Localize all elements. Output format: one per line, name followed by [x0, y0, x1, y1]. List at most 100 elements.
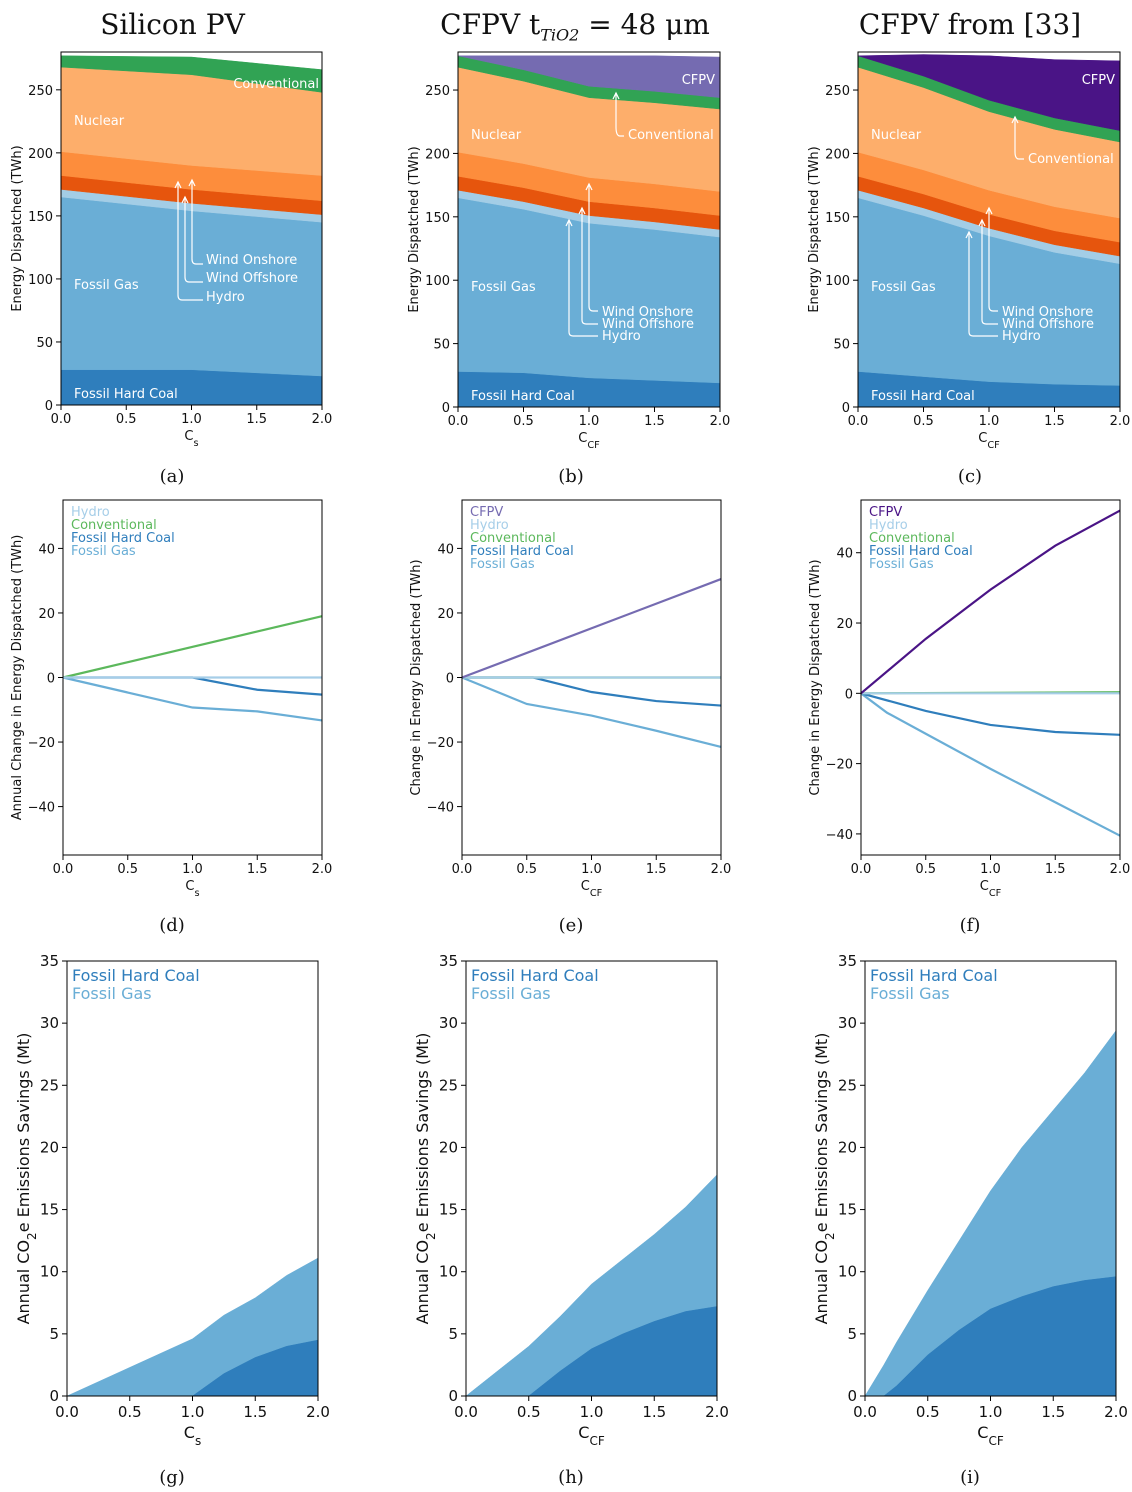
x-tick-label: 0.5 [913, 414, 934, 429]
caption-d: (d) [159, 915, 185, 936]
label-wind-onshore: Wind Onshore [206, 253, 297, 268]
label-fossil-gas: Fossil Gas [871, 280, 936, 295]
x-tick-label: 2.0 [312, 862, 333, 877]
x-tick-label: 2.0 [710, 414, 731, 429]
x-tick-label: 0.0 [454, 1403, 478, 1421]
label-wind-onshore: Wind Onshore [1002, 305, 1093, 320]
y-axis-label: Annual Change in Energy Dispatched (TWh) [10, 535, 25, 821]
line-cfpv [860, 509, 1121, 695]
x-tick-label: 0.5 [916, 1403, 940, 1421]
x-axis-label: Cs [185, 879, 199, 899]
x-axis-label: CCF [581, 879, 603, 899]
caption-i: (i) [960, 1467, 980, 1488]
arrow-conventional-head [612, 91, 620, 100]
x-tick-label: 0.5 [116, 412, 137, 427]
x-tick-label: 0.5 [118, 1403, 142, 1421]
y-axis-label: Energy Dispatched (TWh) [10, 145, 25, 311]
y-axis-label: Energy Dispatched (TWh) [807, 146, 822, 312]
plot-area: 0.0 0.5 1.0 1.5 2.0 −40 −20 0 20 40 CCF Change in E… [409, 499, 731, 899]
arrow-hydro [968, 232, 998, 337]
y-tick-label: 20 [38, 607, 55, 622]
y-tick-label: 40 [38, 542, 55, 557]
x-tick-label: 0.0 [53, 862, 74, 877]
legend-cfpv: CFPV [869, 505, 902, 520]
y-tick-label: 20 [439, 1138, 458, 1156]
y-tick-label: 5 [448, 1325, 458, 1343]
label-conventional: Conventional [233, 77, 319, 92]
arrow-wind-offshore [981, 220, 998, 325]
y-tick-label: 5 [847, 1325, 857, 1343]
legend-fossil-gas: Fossil Gas [71, 544, 136, 559]
y-tick-label: 35 [838, 952, 857, 970]
arrow-wind-offshore-head [578, 206, 586, 215]
arrow-wind-offshore-head [181, 195, 189, 204]
y-tick-label: 150 [825, 211, 850, 226]
x-axis-label: CCF [578, 431, 600, 451]
x-axis-label: Cs [184, 429, 198, 449]
y-tick-label: 30 [838, 1014, 857, 1032]
arrow-wind-onshore [191, 180, 203, 265]
line-cfpv [461, 578, 722, 679]
arrow-conventional [615, 93, 624, 137]
label-conventional: Conventional [1028, 152, 1114, 167]
label-wind-offshore: Wind Offshore [602, 317, 694, 332]
y-tick-label: 0 [448, 1387, 458, 1405]
y-tick-label: −40 [826, 828, 853, 843]
arrow-hydro [177, 182, 203, 301]
plot-area: 0.0 0.5 1.0 1.5 2.0 0 5 10 15 20 25 30 35 Cs Annual CO… [14, 952, 330, 1448]
x-tick-label: 1.0 [979, 414, 1000, 429]
y-tick-label: 20 [437, 607, 454, 622]
legend-fossil-hard-coal: Fossil Hard Coal [870, 966, 998, 985]
y-axis-label: Change in Energy Dispatched (TWh) [409, 559, 424, 795]
arrow-wind-onshore-head [985, 206, 993, 215]
line-fossil-gas [461, 676, 722, 748]
label-nuclear: Nuclear [74, 114, 125, 129]
y-tick-label: 10 [838, 1263, 857, 1281]
x-tick-label: 1.0 [980, 862, 1001, 877]
label-nuclear: Nuclear [871, 128, 922, 143]
y-axis-label: Annual CO2e Emissions Savings (Mt) [413, 1033, 438, 1325]
y-axis-label: Change in Energy Dispatched (TWh) [808, 559, 823, 795]
x-tick-label: 1.5 [246, 412, 267, 427]
x-tick-label: 1.0 [581, 862, 602, 877]
label-cfpv: CFPV [1082, 73, 1115, 88]
legend-conventional: Conventional [869, 531, 955, 546]
x-axis-label: CCF [980, 879, 1002, 899]
legend-fossil-gas: Fossil Gas [870, 984, 950, 1003]
y-tick-label: 0 [845, 687, 853, 702]
x-tick-label: 2.0 [306, 1403, 330, 1421]
x-tick-label: 1.0 [580, 1403, 604, 1421]
arrow-wind-onshore-head [188, 178, 196, 187]
arrow-wind-onshore [988, 208, 998, 312]
legend-fossil-gas: Fossil Gas [470, 557, 535, 572]
x-tick-label: 0.0 [851, 862, 872, 877]
y-tick-label: 5 [49, 1325, 59, 1343]
x-tick-label: 0.5 [117, 862, 138, 877]
x-tick-label: 2.0 [1110, 414, 1131, 429]
x-tick-label: 1.0 [979, 1403, 1003, 1421]
plot-area: 0.0 0.5 1.0 1.5 2.0 −40 −20 0 20 40 CCF Change in E… [808, 499, 1130, 899]
x-tick-label: 2.0 [312, 412, 333, 427]
x-tick-label: 1.5 [1044, 414, 1065, 429]
label-wind-offshore: Wind Offshore [1002, 317, 1094, 332]
label-hydro: Hydro [602, 329, 641, 344]
x-tick-label: 1.5 [642, 1403, 666, 1421]
y-tick-label: −20 [826, 758, 853, 773]
x-tick-label: 0.0 [848, 414, 869, 429]
y-tick-label: 30 [40, 1014, 59, 1032]
legend-fossil-hard-coal: Fossil Hard Coal [72, 966, 200, 985]
x-tick-label: 2.0 [1104, 1403, 1128, 1421]
y-tick-label: −40 [28, 801, 55, 816]
label-fossil-hard-coal: Fossil Hard Coal [871, 389, 975, 404]
label-fossil-gas: Fossil Gas [471, 280, 536, 295]
x-axis-label: CCF [578, 1423, 605, 1448]
caption-g: (g) [159, 1467, 185, 1488]
y-tick-label: 10 [40, 1263, 59, 1281]
y-tick-label: 0 [442, 401, 450, 416]
caption-h: (h) [558, 1467, 584, 1488]
label-hydro: Hydro [1002, 329, 1041, 344]
label-wind-onshore: Wind Onshore [602, 305, 693, 320]
